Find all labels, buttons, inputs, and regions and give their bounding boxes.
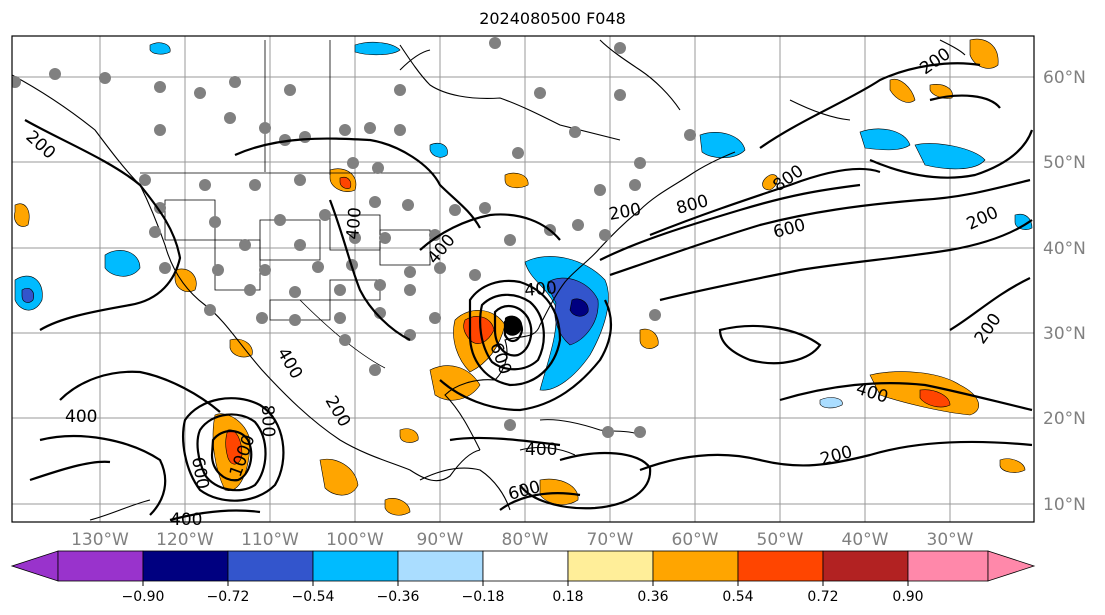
lat-label: 20°N: [1043, 409, 1086, 429]
colorbar-bin: [397, 550, 484, 582]
colorbar-bin: [142, 550, 229, 582]
lon-label: 50°W: [757, 530, 804, 550]
lat-label: 50°N: [1043, 153, 1086, 173]
colorbar-bin: [57, 550, 144, 582]
contour-label: 400: [65, 407, 97, 427]
lon-label: 30°W: [927, 530, 974, 550]
colorbar-tick-label: 0.18: [552, 589, 583, 605]
contour-label: 400: [525, 440, 557, 460]
graticule: [12, 36, 1034, 522]
contour-label: 400: [524, 278, 558, 301]
shaded-field: [14, 38, 1033, 516]
colorbar-tick-label: −0.18: [462, 589, 505, 605]
lon-label: 80°W: [502, 530, 549, 550]
map-title: 2024080500 F048: [479, 9, 626, 28]
colorbar-bin: [652, 550, 739, 582]
low-center-marker: [504, 315, 523, 336]
colorbar-bin: [312, 550, 399, 582]
colorbar-tick-label: 0.54: [722, 589, 753, 605]
contour-lines: [24, 62, 1034, 522]
colorbar-tick-label: −0.72: [207, 589, 250, 605]
colorbar-tick-label: −0.54: [292, 589, 335, 605]
lon-label: 110°W: [241, 530, 299, 550]
colorbar-tick-label: 0.36: [637, 589, 668, 605]
colorbar-tick-labels: −0.90 −0.72 −0.54 −0.36 −0.18 0.18 0.36 …: [122, 589, 924, 605]
political-borders: [140, 40, 440, 369]
contour-labels: 200 200 200 200 200 200 400 400 400 400 …: [22, 44, 1006, 530]
colorbar-bin: [907, 550, 989, 582]
lat-label: 10°N: [1043, 495, 1086, 515]
lon-label: 60°W: [672, 530, 719, 550]
lon-label: 70°W: [587, 530, 634, 550]
longitude-labels: 130°W 120°W 110°W 100°W 90°W 80°W 70°W 6…: [71, 530, 974, 550]
lat-label: 30°N: [1043, 324, 1086, 344]
colorbar-tick-label: −0.36: [377, 589, 420, 605]
colorbar: [10, 550, 1036, 582]
map-border: [11, 35, 1035, 523]
colorbar-bin: [737, 550, 824, 582]
lon-label: 100°W: [326, 530, 384, 550]
lon-label: 90°W: [417, 530, 464, 550]
latitude-labels: 60°N 50°N 40°N 30°N 20°N 10°N: [1043, 68, 1086, 515]
colorbar-tick-label: 0.72: [807, 589, 838, 605]
lat-label: 40°N: [1043, 239, 1086, 259]
colorbar-bin: [567, 550, 654, 582]
station-dots: [12, 37, 696, 438]
lon-label: 120°W: [156, 530, 214, 550]
colorbar-high-extension: [987, 550, 1036, 582]
lon-label: 130°W: [71, 530, 129, 550]
contour-label: 800: [257, 404, 278, 437]
colorbar-bin: [822, 550, 909, 582]
lat-label: 60°N: [1043, 68, 1086, 88]
colorbar-bin: [482, 550, 569, 582]
contour-label: 400: [343, 206, 366, 240]
colorbar-ticks: [142, 581, 909, 586]
colorbar-tick-label: −0.90: [122, 589, 165, 605]
colorbar-low-extension: [10, 550, 59, 582]
lon-label: 40°W: [842, 530, 889, 550]
contour-label: 400: [170, 510, 202, 530]
colorbar-tick-label: 0.90: [892, 589, 923, 605]
coastlines: [12, 39, 966, 521]
colorbar-bin: [227, 550, 314, 582]
